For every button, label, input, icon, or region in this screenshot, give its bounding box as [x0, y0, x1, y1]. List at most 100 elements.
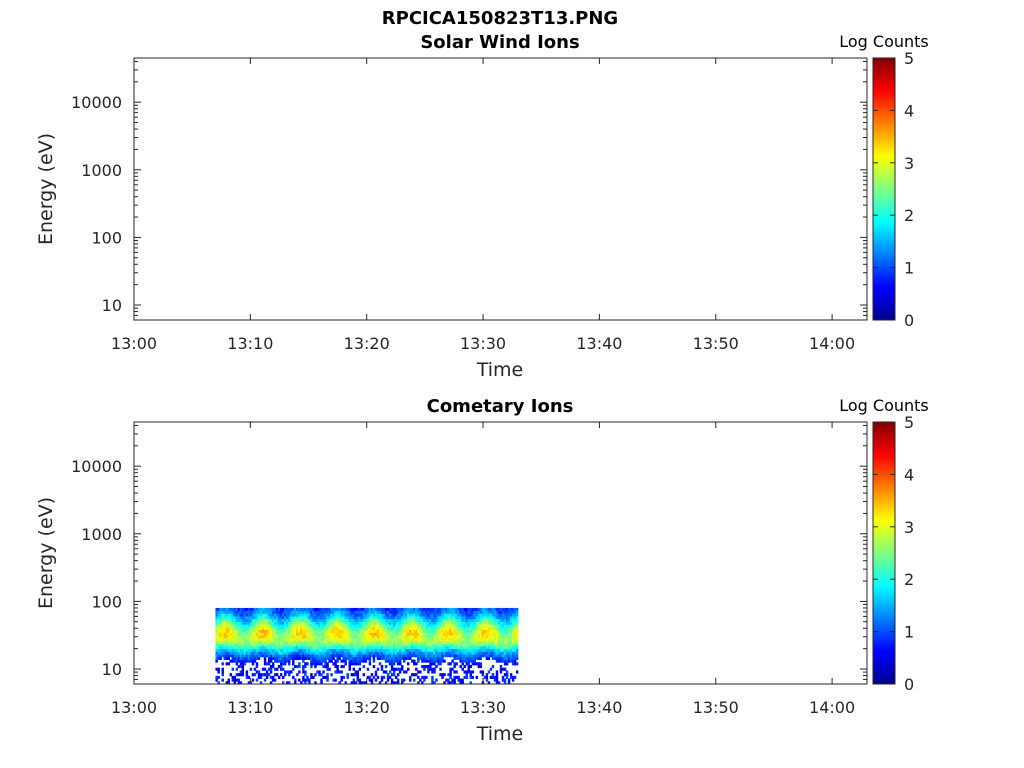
- spectrogram-cell: [409, 607, 412, 612]
- spectrogram-cell: [306, 629, 309, 633]
- spectrogram-cell: [435, 678, 438, 682]
- spectrogram-cell: [403, 678, 406, 682]
- spectrogram-cell: [459, 678, 462, 682]
- spectrogram-cell: [348, 610, 351, 614]
- spectrogram-cell: [286, 648, 289, 652]
- spectrogram-cell: [511, 613, 515, 617]
- spectrogram-cell: [421, 640, 424, 644]
- spectrogram-cell: [394, 616, 398, 620]
- spectrogram-cell: [346, 656, 349, 660]
- spectrogram-cell: [384, 637, 388, 641]
- spectrogram-cell: [267, 610, 271, 614]
- solar-wind-panel: Solar Wind Ions 13:00 13:10 13:20 13:30 13:4…: [35, 32, 929, 381]
- spectrogram-cell: [405, 629, 408, 633]
- spectrogram-cell: [457, 678, 460, 682]
- spectrogram-cell: [411, 624, 414, 628]
- spectrogram-cell: [433, 640, 436, 644]
- spectrogram-cell: [398, 645, 402, 650]
- spectrogram-cell: [372, 610, 376, 614]
- spectrogram-cell: [326, 645, 329, 650]
- spectrogram-cell: [481, 632, 485, 636]
- spectrogram-cell: [352, 643, 355, 647]
- spectrogram-cell: [304, 654, 307, 658]
- spectrogram-cell: [370, 618, 374, 622]
- spectrogram-cell: [314, 635, 317, 639]
- spectrogram-cell: [227, 645, 230, 650]
- spectrogram-cell: [334, 651, 337, 655]
- spectrogram-cell: [398, 667, 402, 671]
- spectrogram-cell: [413, 640, 416, 644]
- spectrogram-cell: [227, 621, 230, 625]
- spectrogram-cell: [358, 648, 362, 652]
- spectrogram-cell: [332, 607, 335, 612]
- spectrogram-cell: [263, 667, 267, 671]
- spectrogram-cell: [245, 632, 249, 636]
- spectrogram-cell: [413, 659, 416, 663]
- spectrogram-cell: [277, 664, 281, 669]
- spectrogram-cell: [429, 667, 432, 671]
- spectrogram-cell: [435, 618, 438, 622]
- spectrogram-cell: [279, 610, 283, 614]
- spectrogram-cell: [427, 651, 430, 655]
- spectrogram-cell: [253, 640, 257, 644]
- spectrogram-cell: [342, 635, 345, 639]
- spectrogram-cell: [499, 616, 503, 620]
- spectrogram-cell: [288, 618, 291, 622]
- spectrogram-cell: [435, 621, 438, 625]
- spectrogram-cell: [417, 648, 420, 652]
- spectrogram-cell: [344, 616, 347, 620]
- spectrogram-cell: [267, 632, 271, 636]
- spectrogram-cell: [225, 654, 228, 658]
- spectrogram-cell: [475, 637, 479, 641]
- spectrogram-cell: [376, 645, 380, 650]
- spectrogram-cell: [503, 626, 507, 631]
- spectrogram-cell: [235, 654, 239, 658]
- spectrogram-cell: [386, 656, 390, 660]
- spectrogram-cell: [267, 637, 271, 641]
- spectrogram-cell: [441, 654, 444, 658]
- spectrogram-cell: [449, 670, 452, 674]
- spectrogram-cell: [384, 629, 388, 633]
- spectrogram-cell: [249, 626, 253, 631]
- spectrogram-cell: [396, 637, 400, 641]
- spectrogram-cell: [449, 629, 452, 633]
- spectrogram-cell: [332, 662, 335, 666]
- spectrogram-cell: [265, 618, 269, 622]
- spectrogram-cell: [308, 610, 311, 614]
- spectrogram-cell: [398, 632, 402, 636]
- spectrogram-cell: [509, 629, 513, 633]
- spectrogram-cell: [441, 621, 444, 625]
- spectrogram-cell: [403, 643, 406, 647]
- spectrogram-cell: [457, 640, 460, 644]
- spectrogram-cell: [453, 613, 456, 617]
- spectrogram-cell: [378, 637, 382, 641]
- spectrogram-cell: [398, 659, 402, 663]
- spectrogram-cell: [247, 645, 251, 650]
- spectrogram-cell: [423, 640, 426, 644]
- spectrogram-cell: [348, 656, 351, 660]
- spectrogram-cell: [215, 610, 218, 614]
- spectrogram-cell: [354, 618, 358, 622]
- spectrogram-cell: [265, 607, 269, 612]
- spectrogram-cell: [356, 640, 360, 644]
- spectrogram-cell: [279, 640, 283, 644]
- spectrogram-cell: [388, 675, 392, 679]
- spectrogram-cell: [499, 640, 503, 644]
- x-tick-label: 13:00: [111, 334, 157, 353]
- spectrogram-cell: [400, 610, 404, 614]
- spectrogram-cell: [227, 643, 230, 647]
- spectrogram-cell: [441, 645, 444, 650]
- spectrogram-cell: [372, 654, 376, 658]
- spectrogram-cell: [360, 643, 364, 647]
- spectrogram-cell: [356, 629, 360, 633]
- spectrogram-cell: [259, 681, 263, 685]
- spectrogram-cell: [310, 621, 313, 625]
- spectrogram-cell: [235, 662, 239, 666]
- spectrogram-cell: [455, 651, 458, 655]
- spectrogram-cell: [344, 645, 347, 650]
- spectrogram-cell: [449, 637, 452, 641]
- spectrogram-cell: [447, 678, 450, 682]
- spectrogram-cell: [255, 651, 259, 655]
- spectrogram-cell: [449, 632, 452, 636]
- spectrogram-cell: [463, 610, 466, 614]
